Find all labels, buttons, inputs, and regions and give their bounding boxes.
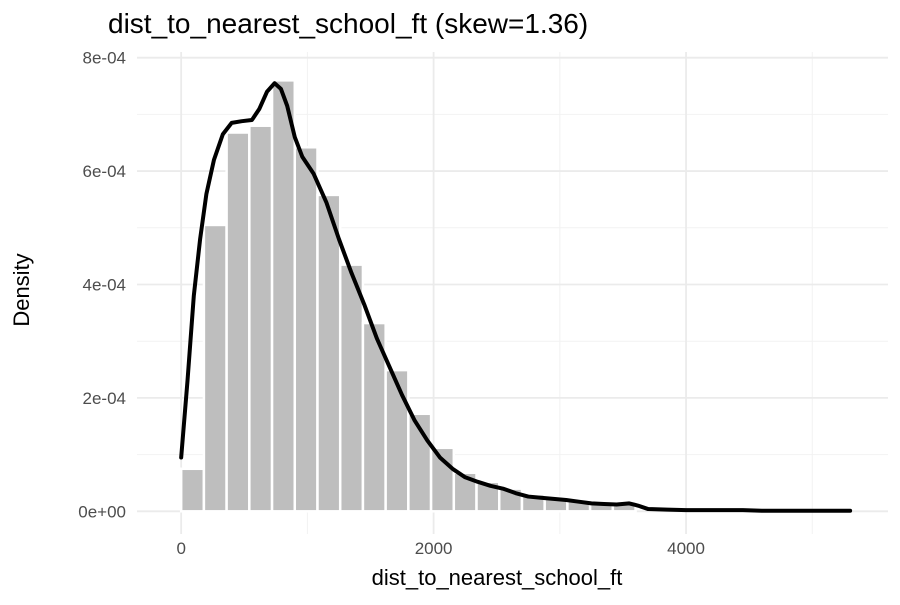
histogram-bar [270, 79, 297, 513]
histogram-bar [179, 467, 206, 513]
density-curve-group [179, 81, 853, 513]
x-axis-title: dist_to_nearest_school_ft [372, 565, 623, 590]
y-tick-label: 4e-04 [83, 275, 126, 294]
y-tick-label: 0e+00 [78, 502, 126, 521]
density-curve [179, 81, 853, 513]
y-tick-label: 2e-04 [83, 389, 126, 408]
x-tick-labels: 0 2000 4000 [176, 539, 705, 558]
histogram-bar [248, 124, 274, 513]
y-tick-label: 6e-04 [83, 162, 126, 181]
y-tick-labels: 0e+00 2e-04 4e-04 6e-04 8e-04 [78, 49, 126, 522]
histogram-bar [225, 131, 251, 513]
x-tick-label: 4000 [667, 539, 705, 558]
x-tick-label: 2000 [415, 539, 453, 558]
y-tick-label: 8e-04 [83, 49, 126, 68]
histogram-bar [384, 368, 410, 513]
histogram-bars [179, 79, 637, 513]
histogram-bar [293, 146, 319, 513]
histogram-bar [202, 223, 228, 513]
histogram-bar [316, 193, 342, 513]
x-tick-label: 0 [176, 539, 185, 558]
y-axis-title: Density [9, 253, 34, 326]
histogram-bar [338, 263, 365, 513]
chart-title: dist_to_nearest_school_ft (skew=1.36) [108, 8, 588, 39]
